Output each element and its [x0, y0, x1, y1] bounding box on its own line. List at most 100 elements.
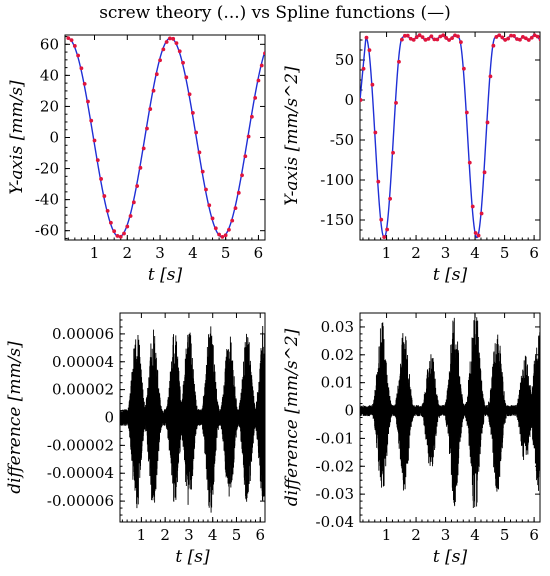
y-axis-title: difference [mm/s]: [5, 341, 25, 494]
y-tick-label: -100: [320, 171, 354, 189]
screw-theory-point: [397, 59, 401, 64]
screw-theory-point: [99, 177, 103, 181]
screw-theory-point: [69, 38, 74, 42]
screw-theory-point: [373, 130, 378, 135]
screw-theory-point: [420, 35, 425, 40]
plot-frame: [359, 31, 541, 241]
x-axis-title: t [s]: [433, 265, 468, 285]
screw-theory-point: [382, 235, 387, 239]
screw-theory-point: [500, 35, 505, 40]
screw-theory-point: [503, 38, 508, 42]
x-tick-label: 1: [382, 526, 392, 544]
screw-theory-point: [491, 43, 496, 48]
screw-theory-point: [444, 36, 449, 40]
screw-theory-point: [204, 187, 208, 192]
y-tick-label: -150: [320, 211, 354, 229]
x-tick-label: 3: [184, 526, 194, 544]
x-tick-label: 3: [441, 526, 451, 544]
screw-theory-point: [79, 66, 84, 71]
x-tick-label: 3: [155, 244, 165, 262]
chart-velocity: 1 2 3 4 5 6 -60 -40 -20 0 20 40 60 t [s] Y-axis [mm/s]: [7, 34, 266, 285]
screw-theory-point: [400, 37, 404, 42]
chart-acceleration: 1 2 3 4 5 6 -150 -100 -50 0 50 t [s] Y-axis [mm/s^2]: [282, 31, 541, 285]
figure-title: screw theory (...) vs Spline functions (…: [99, 3, 451, 23]
screw-theory-point: [391, 150, 395, 155]
screw-theory-point: [512, 34, 516, 38]
spline-curve: [360, 34, 540, 239]
screw-theory-point: [227, 227, 231, 232]
x-tick-label: 4: [470, 244, 480, 262]
y-tick-label: 0.00002: [52, 381, 114, 399]
screw-theory-point: [447, 38, 452, 42]
screw-theory-point: [128, 214, 133, 218]
screw-theory-point: [479, 211, 484, 216]
screw-theory-point: [361, 66, 366, 71]
screw-theory-point: [526, 38, 531, 42]
screw-theory-point: [217, 232, 221, 237]
y-tick-label: -0.03: [316, 485, 354, 503]
screw-theory-point: [213, 226, 218, 231]
screw-theory-point: [223, 233, 228, 238]
y-tick-label: 0.00004: [52, 353, 114, 371]
screw-theory-point: [360, 98, 363, 102]
screw-theory-point: [506, 36, 511, 41]
screw-theory-point: [464, 110, 469, 115]
y-axis-title: Y-axis [mm/s^2]: [282, 66, 302, 206]
screw-theory-point: [523, 36, 528, 41]
y-tick-label: -0.00004: [47, 464, 114, 482]
screw-theory-point: [102, 194, 107, 198]
screw-theory-point: [376, 179, 381, 184]
difference-trace: [360, 313, 540, 508]
y-tick-label: 50: [335, 51, 354, 69]
y-tick-label: -0.01: [316, 429, 354, 447]
screw-theory-point: [453, 33, 457, 38]
screw-theory-point: [388, 196, 392, 201]
screw-theory-point: [402, 33, 407, 38]
x-tick-label: 1: [137, 526, 147, 544]
plot-area: [66, 36, 265, 239]
screw-theory-point: [485, 120, 490, 125]
screw-theory-point: [249, 114, 254, 119]
screw-theory-point: [112, 229, 117, 234]
screw-theory-point: [385, 227, 390, 232]
screw-theory-point: [441, 33, 446, 38]
screw-theory-point: [164, 40, 169, 44]
x-axis-title: t [s]: [148, 265, 183, 285]
screw-theory-point: [236, 190, 241, 195]
screw-theory-point: [177, 49, 182, 54]
y-tick-label: -20: [35, 160, 59, 178]
screw-theory-point: [532, 33, 537, 38]
y-tick-label: 60: [40, 35, 59, 53]
screw-theory-point: [210, 216, 215, 221]
y-tick-label: -50: [330, 131, 354, 149]
screw-theory-point: [184, 75, 189, 80]
screw-theory-point: [109, 220, 113, 225]
screw-theory-point: [364, 35, 369, 40]
y-tick-label: -60: [35, 222, 59, 240]
screw-theory-point: [187, 92, 192, 97]
x-tick-label: 6: [529, 244, 539, 262]
screw-theory-point: [253, 95, 258, 100]
screw-theory-point: [461, 66, 466, 71]
x-tick-label: 2: [123, 244, 133, 262]
plot-area: [360, 33, 540, 239]
screw-theory-point: [432, 37, 437, 42]
screw-theory-point: [515, 37, 519, 41]
screw-theory-point: [470, 204, 475, 209]
screw-theory-point: [230, 218, 235, 223]
x-tick-label: 4: [470, 526, 480, 544]
screw-theory-point: [259, 63, 264, 68]
screw-theory-point: [263, 51, 265, 56]
screw-theory-point: [394, 100, 398, 105]
screw-theory-point: [174, 41, 179, 46]
y-axis-title: Y-axis [mm/s]: [7, 80, 27, 195]
screw-theory-point: [82, 81, 87, 86]
x-tick-label: 6: [254, 244, 264, 262]
screw-theory-point: [194, 130, 199, 135]
y-tick-label: -0.00002: [47, 436, 114, 454]
screw-theory-point: [370, 82, 375, 87]
screw-theory-point: [494, 35, 499, 39]
screw-theory-point: [220, 234, 225, 239]
screw-theory-point: [190, 110, 195, 115]
screw-theory-point: [207, 203, 212, 208]
